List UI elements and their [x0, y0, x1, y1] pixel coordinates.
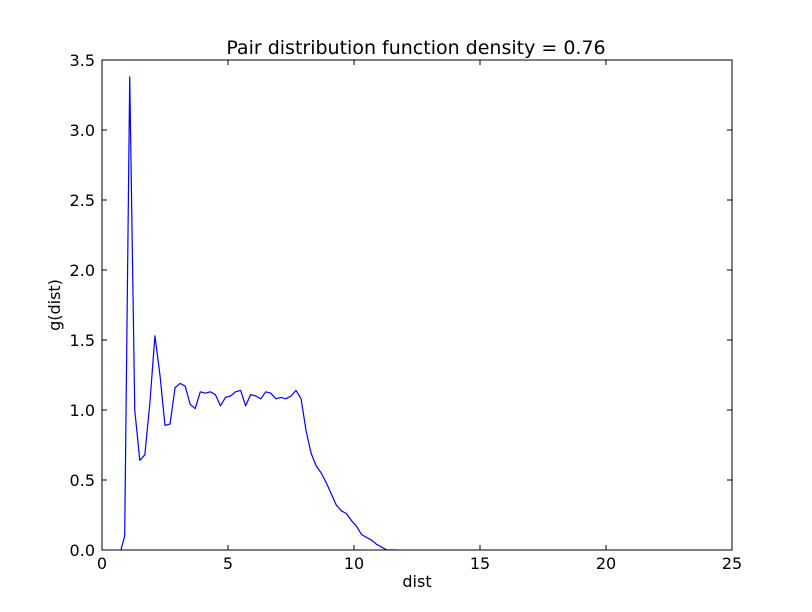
y-tick-label: 0.5 — [70, 471, 95, 490]
x-tick-label: 15 — [470, 554, 490, 573]
x-tick-label: 25 — [722, 554, 742, 573]
y-tick-label: 3.5 — [70, 51, 95, 70]
x-axis-ticks: 0 5 10 15 20 25 — [97, 60, 742, 573]
g-dist-series-line — [120, 76, 397, 550]
y-tick-label: 3.0 — [70, 121, 95, 140]
chart-title: Pair distribution function density = 0.7… — [226, 37, 605, 59]
y-tick-label: 2.0 — [70, 261, 95, 280]
plot-frame — [101, 59, 733, 551]
x-tick-label: 0 — [97, 554, 107, 573]
x-axis-label: dist — [402, 572, 431, 591]
y-tick-label: 0.0 — [70, 541, 95, 560]
x-tick-label: 5 — [223, 554, 233, 573]
y-tick-label: 1.0 — [70, 401, 95, 420]
y-tick-label: 1.5 — [70, 331, 95, 350]
x-tick-label: 10 — [344, 554, 364, 573]
y-axis-label: g(dist) — [45, 279, 64, 331]
x-tick-label: 20 — [596, 554, 616, 573]
y-axis-ticks: 0.0 0.5 1.0 1.5 2.0 2.5 3.0 3.5 — [70, 51, 732, 560]
y-tick-label: 2.5 — [70, 191, 95, 210]
